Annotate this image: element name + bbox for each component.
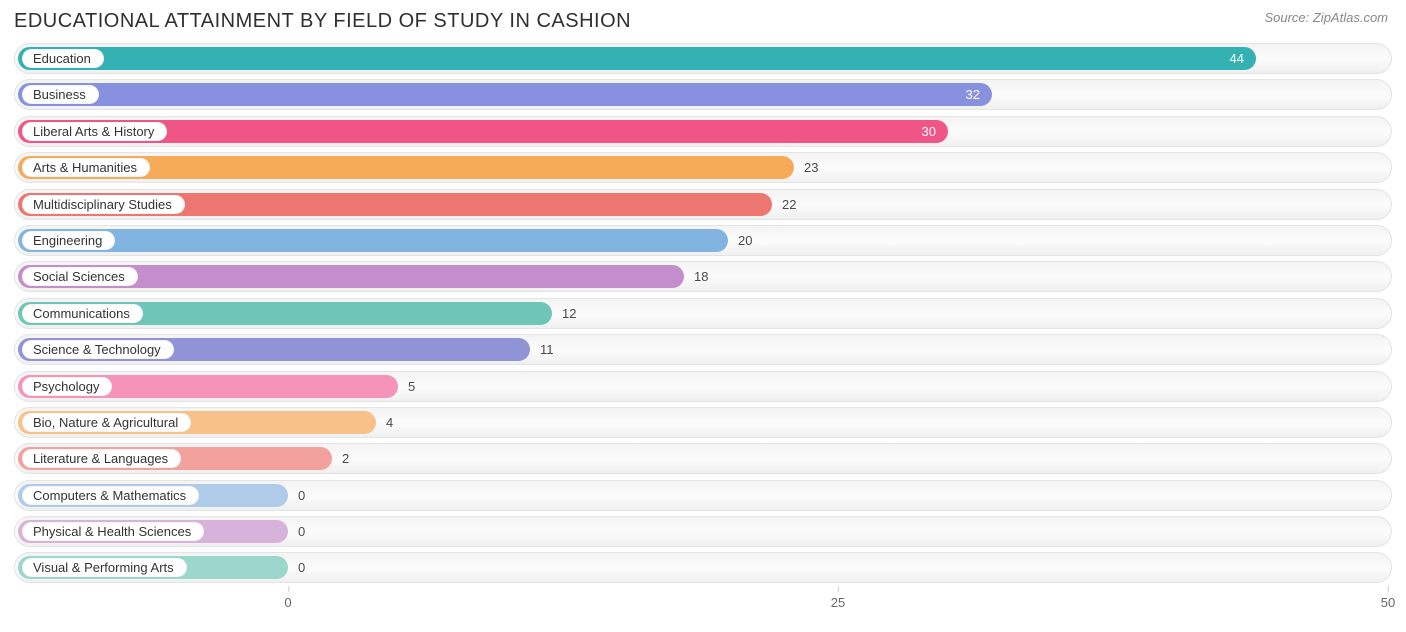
bar bbox=[18, 83, 992, 106]
bar-category-label: Science & Technology bbox=[22, 340, 174, 359]
bar-category-label: Business bbox=[22, 85, 99, 104]
bar bbox=[18, 229, 728, 252]
chart-row: Engineering 20 bbox=[14, 225, 1392, 256]
chart-header: EDUCATIONAL ATTAINMENT BY FIELD OF STUDY… bbox=[14, 10, 1392, 33]
chart-area: Education 44 Business 32 Liberal Arts & Hist… bbox=[14, 43, 1392, 583]
x-axis-tick: 0 bbox=[284, 589, 291, 610]
bar-value-label: 0 bbox=[298, 480, 305, 511]
chart-row: Arts & Humanities 23 bbox=[14, 152, 1392, 183]
x-axis-tick-label: 50 bbox=[1381, 595, 1395, 610]
bar-category-label: Communications bbox=[22, 304, 143, 323]
bar-category-label: Multidisciplinary Studies bbox=[22, 195, 185, 214]
chart-row: Science & Technology 11 bbox=[14, 334, 1392, 365]
x-axis: 0 25 50 bbox=[14, 589, 1392, 619]
chart-row: Bio, Nature & Agricultural 4 bbox=[14, 407, 1392, 438]
bar-category-label: Literature & Languages bbox=[22, 449, 181, 468]
bar-category-label: Liberal Arts & History bbox=[22, 122, 167, 141]
bar-category-label: Visual & Performing Arts bbox=[22, 558, 187, 577]
bar-value-label: 0 bbox=[298, 516, 305, 547]
bar-value-label: 5 bbox=[408, 371, 415, 402]
x-axis-tick-mark bbox=[1388, 586, 1389, 592]
bar-value-label: 4 bbox=[386, 407, 393, 438]
chart-row: Literature & Languages 2 bbox=[14, 443, 1392, 474]
chart-row: Physical & Health Sciences 0 bbox=[14, 516, 1392, 547]
chart-source: Source: ZipAtlas.com bbox=[1264, 10, 1392, 25]
bar bbox=[18, 47, 1256, 70]
x-axis-tick-label: 25 bbox=[831, 595, 845, 610]
chart-title: EDUCATIONAL ATTAINMENT BY FIELD OF STUDY… bbox=[14, 10, 631, 33]
bar-category-label: Arts & Humanities bbox=[22, 158, 150, 177]
bar-value-label: 12 bbox=[562, 298, 576, 329]
bar-value-label: 2 bbox=[342, 443, 349, 474]
chart-row: Psychology 5 bbox=[14, 371, 1392, 402]
bar-value-label: 0 bbox=[298, 552, 305, 583]
bar-category-label: Education bbox=[22, 49, 104, 68]
chart-row: Multidisciplinary Studies 22 bbox=[14, 189, 1392, 220]
chart-row: Education 44 bbox=[14, 43, 1392, 74]
bar-value-label: 18 bbox=[694, 261, 708, 292]
bar-category-label: Bio, Nature & Agricultural bbox=[22, 413, 191, 432]
bar-value-label: 22 bbox=[782, 189, 796, 220]
bar-category-label: Social Sciences bbox=[22, 267, 138, 286]
bar-value-label: 11 bbox=[540, 334, 554, 365]
bar-value-label: 30 bbox=[922, 116, 936, 147]
chart-row: Business 32 bbox=[14, 79, 1392, 110]
bar-value-label: 44 bbox=[1230, 43, 1244, 74]
chart-row: Communications 12 bbox=[14, 298, 1392, 329]
x-axis-tick-mark bbox=[288, 586, 289, 592]
bar-category-label: Psychology bbox=[22, 377, 112, 396]
bar-category-label: Computers & Mathematics bbox=[22, 486, 199, 505]
bar-value-label: 23 bbox=[804, 152, 818, 183]
bar-category-label: Physical & Health Sciences bbox=[22, 522, 204, 541]
x-axis-tick-mark bbox=[838, 586, 839, 592]
x-axis-tick-label: 0 bbox=[284, 595, 291, 610]
x-axis-tick: 50 bbox=[1381, 589, 1395, 610]
bar-value-label: 20 bbox=[738, 225, 752, 256]
chart-row: Visual & Performing Arts 0 bbox=[14, 552, 1392, 583]
bar-value-label: 32 bbox=[966, 79, 980, 110]
chart-row: Computers & Mathematics 0 bbox=[14, 480, 1392, 511]
chart-row: Liberal Arts & History 30 bbox=[14, 116, 1392, 147]
bar-category-label: Engineering bbox=[22, 231, 115, 250]
chart-row: Social Sciences 18 bbox=[14, 261, 1392, 292]
x-axis-tick: 25 bbox=[831, 589, 845, 610]
